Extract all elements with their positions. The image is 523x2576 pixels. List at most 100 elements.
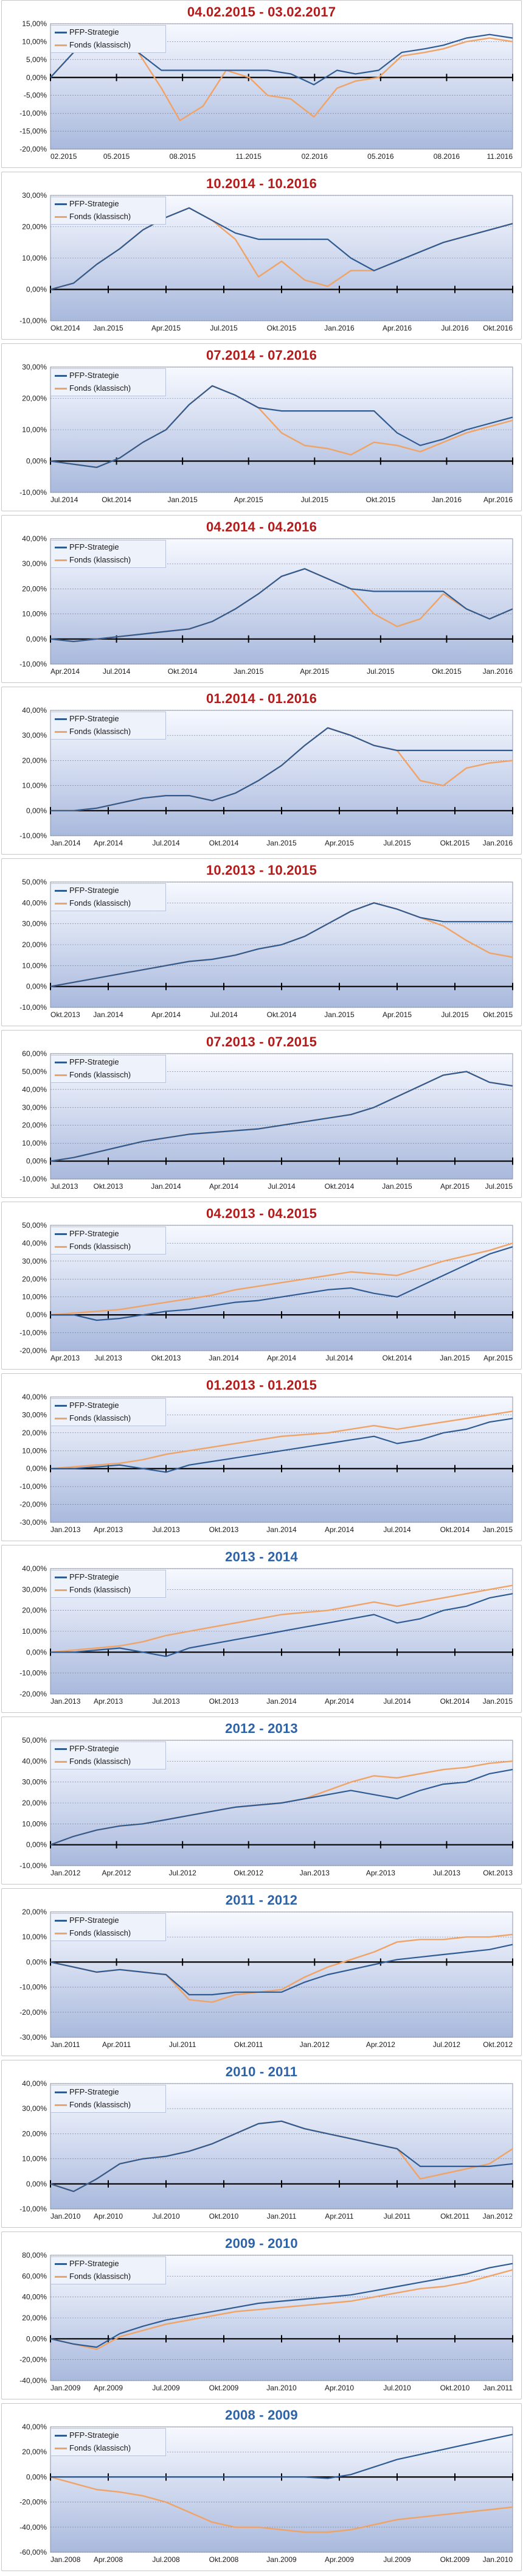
y-tick-label: 20,00% <box>22 223 47 231</box>
legend-label: Fonds (klassisch) <box>69 40 131 49</box>
x-tick-label: Okt.2013 <box>209 1697 239 1706</box>
x-tick-label: 08.2015 <box>169 152 196 161</box>
legend: PFP-Strategie Fonds (klassisch) <box>50 1398 166 1426</box>
y-tick-label: -10,00% <box>19 1175 47 1183</box>
legend: PFP-Strategie Fonds (klassisch) <box>50 1055 166 1083</box>
legend: PFP-Strategie Fonds (klassisch) <box>50 1570 166 1598</box>
y-tick-label: -30,00% <box>19 1518 47 1527</box>
x-tick-label: Okt.2009 <box>440 2555 470 2564</box>
x-tick-label: Okt.2011 <box>440 2212 469 2221</box>
x-tick-label: Okt.2014 <box>440 1525 470 1534</box>
legend-swatch <box>55 1418 67 1419</box>
chart-panel: 60,00% 50,00% 40,00% 30,00% 20,00% 10,00% 0,00… <box>1 1030 522 1198</box>
legend: PFP-Strategie Fonds (klassisch) <box>50 1227 166 1255</box>
x-tick-label: Okt.2012 <box>483 2040 513 2049</box>
y-tick-label: 0,00% <box>26 635 47 643</box>
legend-swatch <box>55 2263 67 2265</box>
y-tick-label: -40,00% <box>19 2376 47 2385</box>
x-tick-label: Apr.2015 <box>325 839 354 847</box>
series-line-pfp-strategie <box>50 1246 513 1321</box>
legend-label: Fonds (klassisch) <box>69 1070 131 1079</box>
y-tick-label: -15,00% <box>19 127 47 136</box>
legend-item-fonds-klassisch: Fonds (klassisch) <box>51 1068 165 1081</box>
legend: PFP-Strategie Fonds (klassisch) <box>50 883 166 911</box>
x-tick-label: Jan.2015 <box>382 1182 412 1191</box>
legend-item-fonds-klassisch: Fonds (klassisch) <box>51 1240 165 1253</box>
legend-swatch <box>55 1074 67 1076</box>
legend-label: Fonds (klassisch) <box>69 212 131 221</box>
x-tick-label: Jan.2012 <box>483 2212 513 2221</box>
x-tick-label: Apr.2008 <box>94 2555 123 2564</box>
legend-item-fonds-klassisch: Fonds (klassisch) <box>51 38 165 51</box>
legend-swatch <box>55 375 67 377</box>
x-tick-label: Apr.2014 <box>267 1354 296 1362</box>
chart-panel: 50,00% 40,00% 30,00% 20,00% 10,00% 0,00% -10,0… <box>1 858 522 1026</box>
x-tick-label: Jul.2014 <box>383 1697 411 1706</box>
x-tick-label: Apr.2015 <box>300 667 329 676</box>
x-tick-label: Apr.2014 <box>209 1182 238 1191</box>
series-line-fonds-klassisch <box>50 1410 513 1469</box>
x-tick-label: Jul.2014 <box>268 1182 296 1191</box>
x-tick-label: Okt.2015 <box>267 324 297 332</box>
x-tick-label: Jul.2014 <box>383 1525 411 1534</box>
x-tick-label: Jan.2008 <box>50 2555 81 2564</box>
x-tick-label: Jul.2009 <box>152 2384 180 2392</box>
y-tick-label: 40,00% <box>22 1239 47 1247</box>
legend-swatch <box>55 2091 67 2093</box>
x-tick-label: Apr.2013 <box>50 1354 80 1362</box>
legend-swatch <box>55 1589 67 1591</box>
x-tick-label: Jul.2014 <box>50 495 78 504</box>
y-tick-label: 10,00% <box>22 1627 47 1636</box>
legend-label: Fonds (klassisch) <box>69 1585 131 1594</box>
x-tick-label: Okt.2013 <box>483 1869 513 1877</box>
x-tick-label: Jul.2015 <box>441 1010 469 1019</box>
y-tick-label: 40,00% <box>22 898 47 907</box>
chart-panel: 40,00% 30,00% 20,00% 10,00% 0,00% -10,00% -20,… <box>1 1545 522 1713</box>
x-tick-label: Okt.2013 <box>50 1010 80 1019</box>
legend-item-fonds-klassisch: Fonds (klassisch) <box>51 2270 165 2283</box>
y-tick-label: 0,00% <box>26 1157 47 1166</box>
x-tick-label: Jan.2016 <box>432 495 462 504</box>
y-tick-label: 10,00% <box>22 1293 47 1301</box>
y-tick-label: 60,00% <box>22 2272 47 2280</box>
chart-panel: 40,00% 20,00% 0,00% -20,00% -40,00% -60,00% Ja… <box>1 2403 522 2571</box>
x-tick-label: Okt.2010 <box>209 2212 239 2221</box>
x-tick-label: 05.2015 <box>103 152 130 161</box>
series-line-pfp-strategie <box>50 1944 513 1996</box>
y-tick-label: -10,00% <box>19 317 47 325</box>
legend-label: Fonds (klassisch) <box>69 2100 131 2109</box>
x-tick-label: Apr.2014 <box>325 1525 354 1534</box>
y-tick-label: 30,00% <box>22 2104 47 2113</box>
chart-panel: 50,00% 40,00% 30,00% 20,00% 10,00% 0,00% -10,0… <box>1 1717 522 1885</box>
x-tick-label: Jan.2014 <box>93 1010 123 1019</box>
legend-item-pfp-strategie: PFP-Strategie <box>51 1055 165 1068</box>
legend: PFP-Strategie Fonds (klassisch) <box>50 25 166 53</box>
x-tick-label: Okt.2008 <box>209 2555 239 2564</box>
x-tick-label: Okt.2015 <box>432 667 462 676</box>
legend-swatch <box>55 216 67 218</box>
x-tick-label: Jul.2014 <box>152 839 180 847</box>
series-line-fonds-klassisch <box>50 2269 513 2350</box>
x-tick-label: Okt.2015 <box>366 495 396 504</box>
legend-label: PFP-Strategie <box>69 2259 119 2268</box>
legend-label: PFP-Strategie <box>69 714 119 723</box>
series-line-pfp-strategie <box>50 2263 513 2348</box>
x-tick-label: Apr.2016 <box>483 495 513 504</box>
x-tick-label: Okt.2012 <box>234 1869 263 1877</box>
series-line-pfp-strategie <box>50 1593 513 1657</box>
x-tick-label: Jan.2014 <box>151 1182 181 1191</box>
legend-swatch <box>55 203 67 205</box>
x-tick-label: Jul.2016 <box>441 324 469 332</box>
y-tick-label: 30,00% <box>22 363 47 371</box>
y-tick-label: -10,00% <box>19 831 47 840</box>
chart-panel: 80,00% 60,00% 40,00% 20,00% 0,00% -20,00% -40,… <box>1 2231 522 2399</box>
y-tick-label: 20,00% <box>22 584 47 593</box>
x-tick-label: Apr.2015 <box>234 495 263 504</box>
y-tick-label: -20,00% <box>19 145 47 153</box>
legend-swatch <box>55 1062 67 1063</box>
y-tick-label: 0,00% <box>26 1311 47 1319</box>
x-tick-label: Jan.2015 <box>266 839 297 847</box>
x-tick-label: Apr.2012 <box>102 1869 131 1877</box>
legend-swatch <box>55 2435 67 2437</box>
